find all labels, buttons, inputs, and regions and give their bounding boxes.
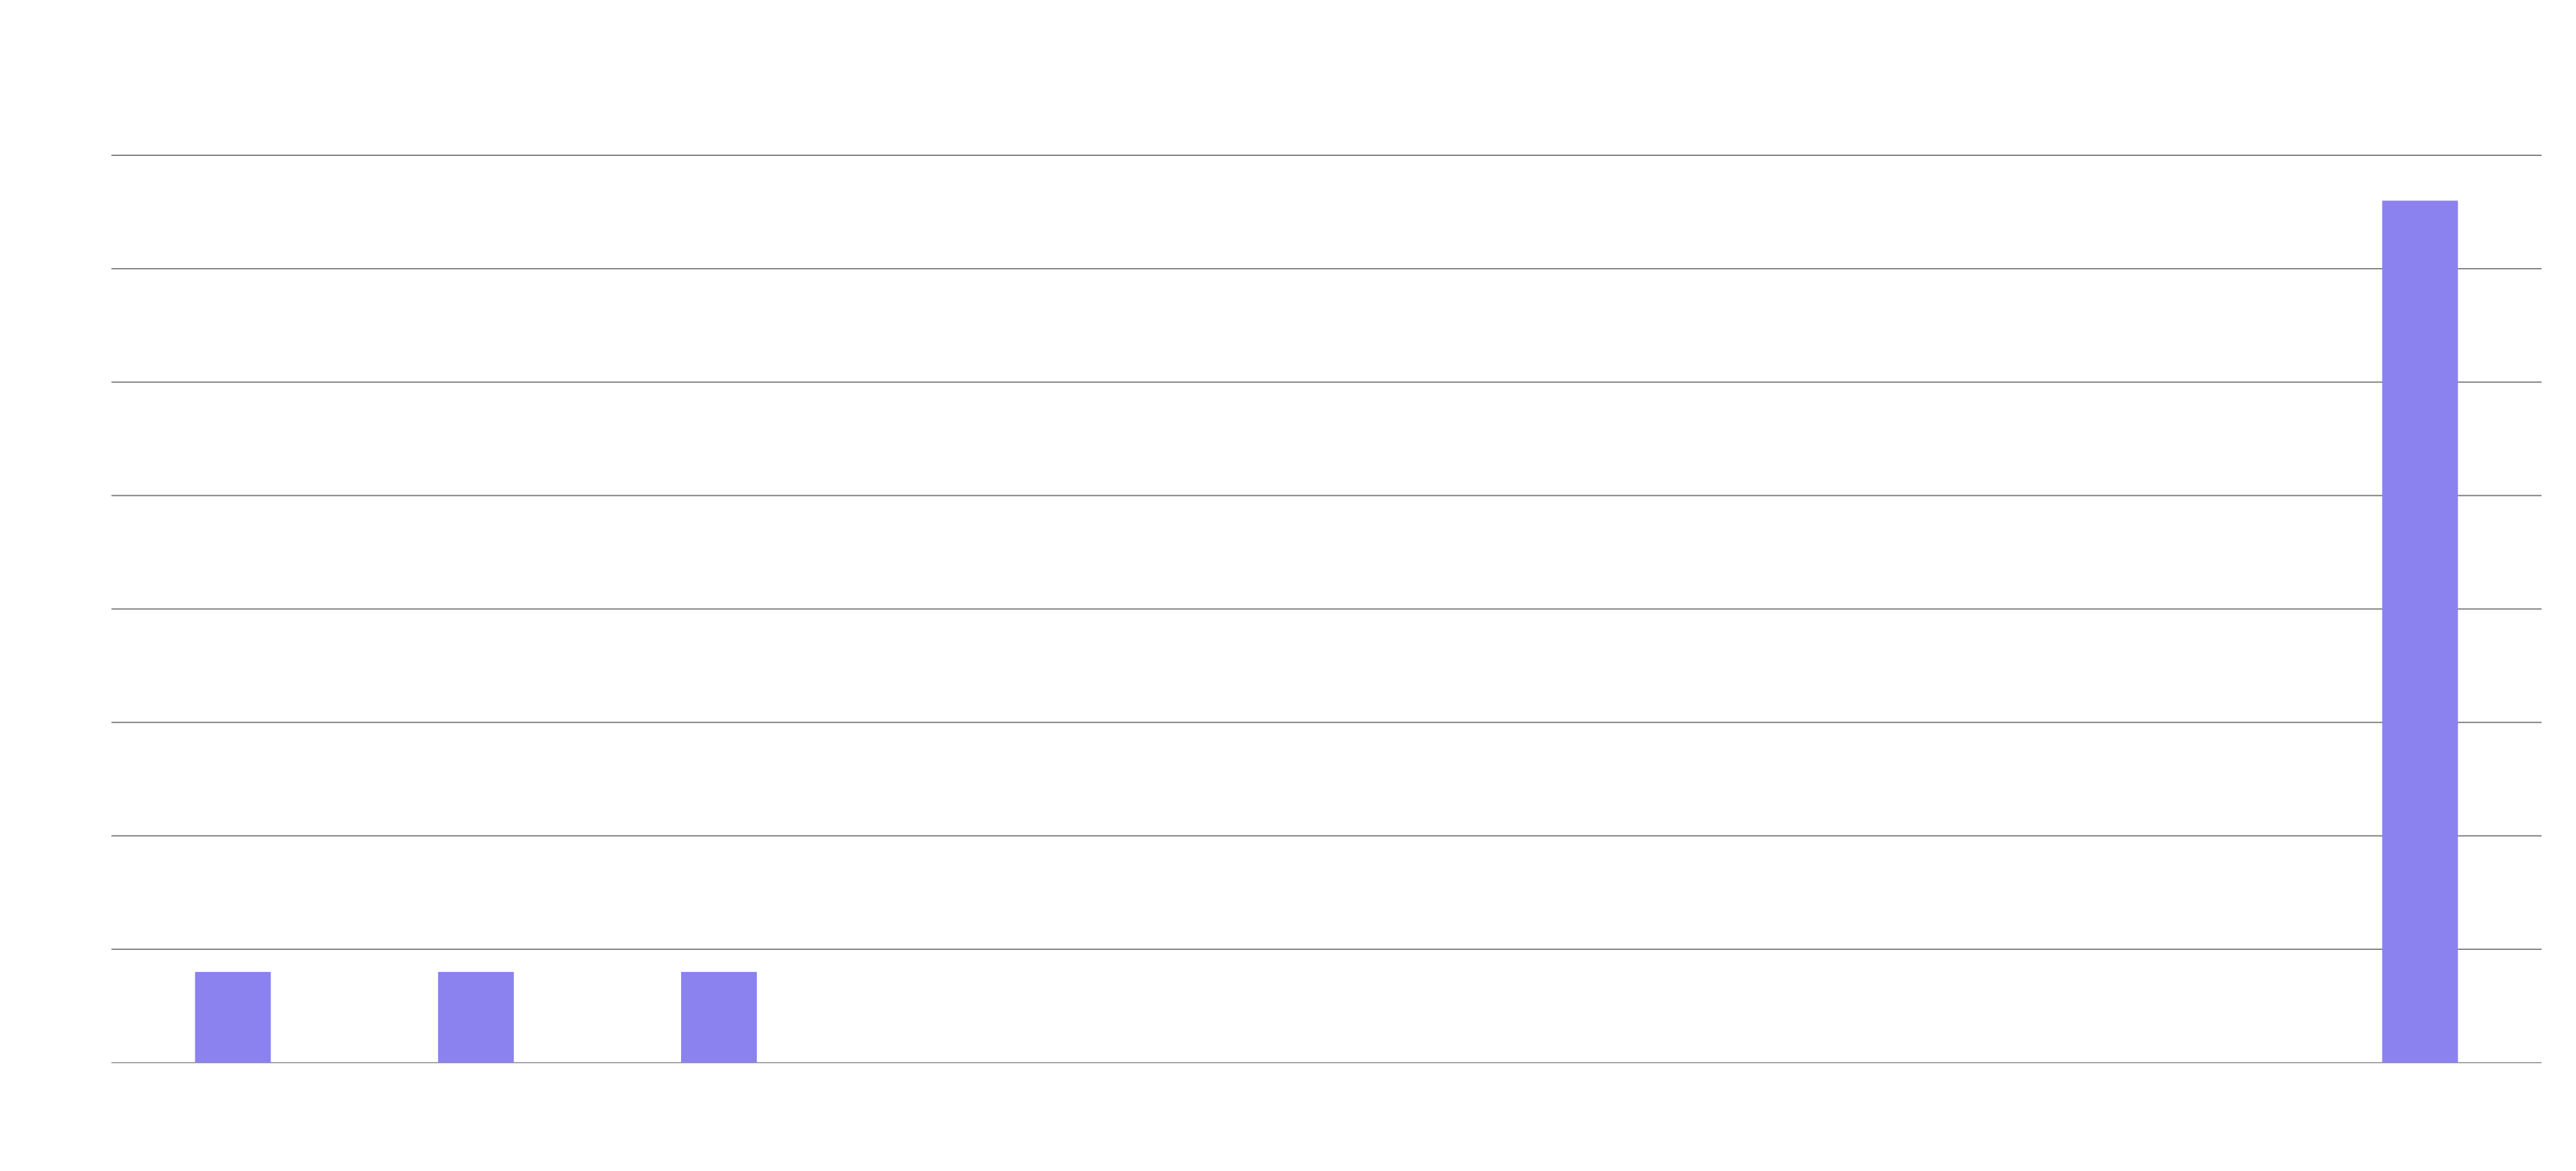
bar-1	[195, 972, 271, 1063]
bars	[195, 200, 2458, 1063]
gridlines	[111, 155, 2542, 1063]
bar-3	[681, 972, 757, 1063]
bar-10	[2382, 200, 2458, 1063]
bar-2	[438, 972, 514, 1063]
